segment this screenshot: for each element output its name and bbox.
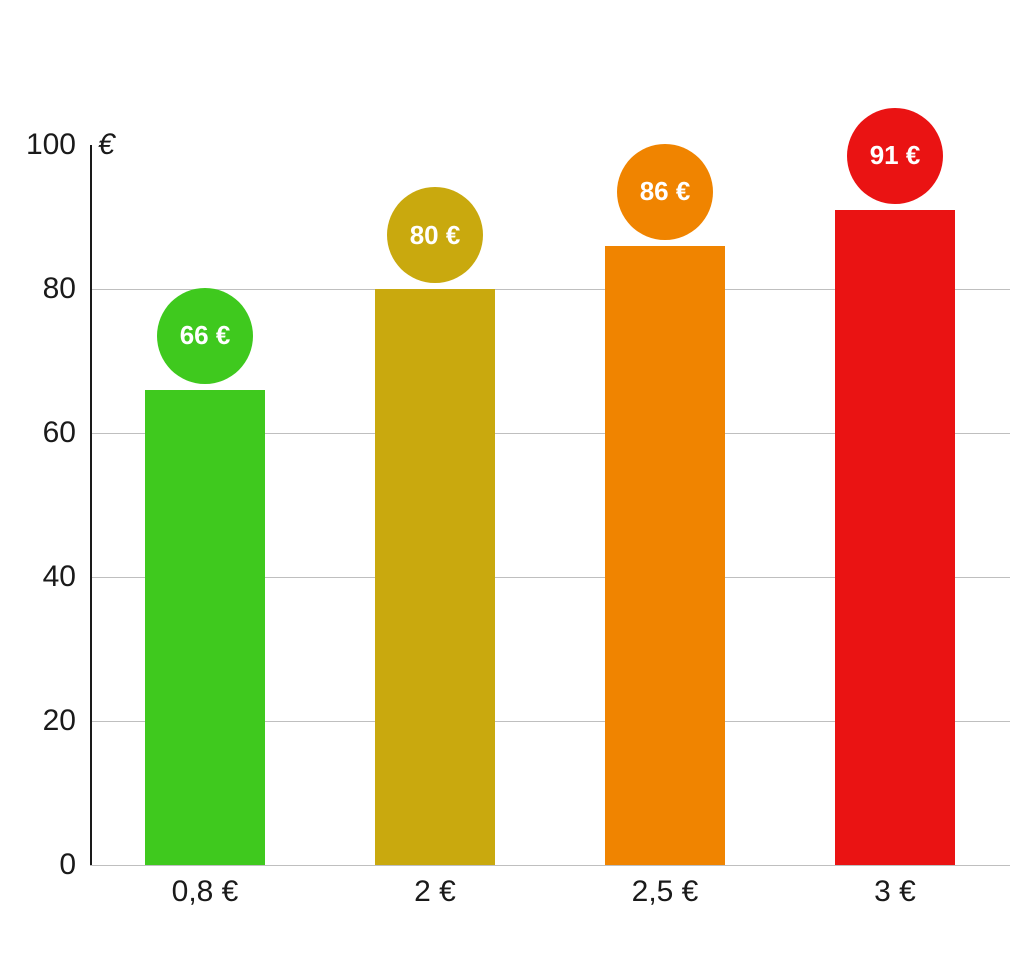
x-tick-label: 2 € [414, 865, 456, 909]
y-unit-label: € [98, 128, 115, 162]
value-bubble-label: 80 € [410, 220, 461, 251]
bar [835, 210, 955, 865]
y-tick-label: 80 [43, 272, 90, 306]
bar [375, 289, 495, 865]
x-tick-label: 0,8 € [172, 865, 239, 909]
y-tick-label: 20 [43, 704, 90, 738]
value-bubble: 66 € [157, 288, 253, 384]
value-bubble-label: 66 € [180, 320, 231, 351]
y-axis-line [90, 145, 92, 865]
bar [605, 246, 725, 865]
x-tick-label: 2,5 € [632, 865, 699, 909]
value-bubble-label: 91 € [870, 140, 921, 171]
y-tick-label: 0 [59, 848, 90, 882]
value-bubble: 80 € [387, 187, 483, 283]
plot-area: 020406080100€66 €0,8 €80 €2 €86 €2,5 €91… [90, 145, 1010, 865]
bar [145, 390, 265, 865]
x-tick-label: 3 € [874, 865, 916, 909]
value-bubble: 86 € [617, 144, 713, 240]
y-tick-label: 40 [43, 560, 90, 594]
value-bubble: 91 € [847, 108, 943, 204]
value-bubble-label: 86 € [640, 176, 691, 207]
bar-chart: 0 20 40 60 80 100€66 € 0,8 € 80 € 2 € 86 € 2,5 € 91… [0, 0, 1033, 957]
y-tick-label: 100 [26, 128, 90, 162]
y-tick-label: 60 [43, 416, 90, 450]
